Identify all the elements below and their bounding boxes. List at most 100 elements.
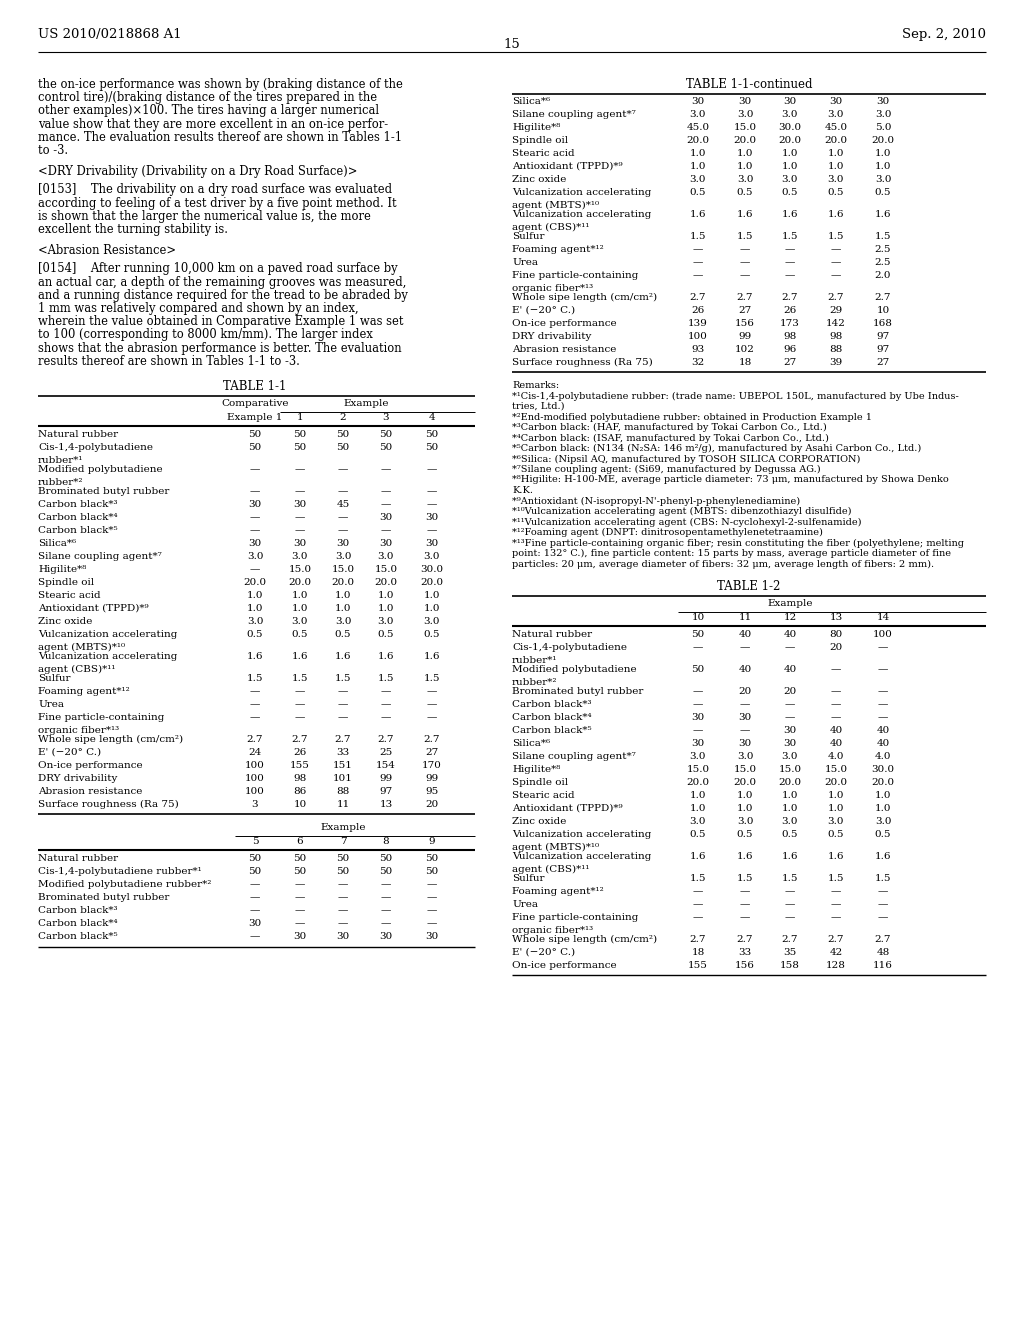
Text: —: —	[381, 686, 391, 696]
Text: 3.0: 3.0	[690, 817, 707, 826]
Text: —: —	[693, 257, 703, 267]
Text: 30: 30	[738, 96, 752, 106]
Text: Cis-1,4-polybutadiene: Cis-1,4-polybutadiene	[38, 444, 153, 451]
Text: 5.0: 5.0	[874, 123, 891, 132]
Text: 2.7: 2.7	[247, 735, 263, 744]
Text: 154: 154	[376, 762, 396, 770]
Text: 50: 50	[425, 854, 438, 863]
Text: 20.0: 20.0	[871, 136, 895, 145]
Text: 10: 10	[877, 306, 890, 315]
Text: 1.0: 1.0	[292, 605, 308, 612]
Text: 10: 10	[691, 612, 705, 622]
Text: rubber*¹: rubber*¹	[38, 455, 84, 465]
Text: Antioxidant (TPPD)*⁹: Antioxidant (TPPD)*⁹	[512, 162, 623, 172]
Text: 40: 40	[783, 665, 797, 675]
Text: 1.0: 1.0	[690, 162, 707, 172]
Text: 26: 26	[691, 306, 705, 315]
Text: 15.0: 15.0	[733, 766, 757, 774]
Text: 3.0: 3.0	[736, 817, 754, 826]
Text: 2.7: 2.7	[781, 935, 799, 944]
Text: 0.5: 0.5	[827, 830, 844, 840]
Text: —: —	[338, 487, 348, 496]
Text: rubber*¹: rubber*¹	[512, 656, 557, 665]
Text: Modified polybutadiene rubber*²: Modified polybutadiene rubber*²	[38, 880, 211, 888]
Text: Antioxidant (TPPD)*⁹: Antioxidant (TPPD)*⁹	[512, 804, 623, 813]
Text: 20: 20	[783, 686, 797, 696]
Text: Higilite*⁸: Higilite*⁸	[38, 565, 86, 574]
Text: 2.7: 2.7	[690, 293, 707, 302]
Text: 12: 12	[783, 612, 797, 622]
Text: Sep. 2, 2010: Sep. 2, 2010	[902, 28, 986, 41]
Text: TABLE 1-2: TABLE 1-2	[718, 579, 780, 593]
Text: Stearic acid: Stearic acid	[38, 591, 100, 601]
Text: 2.7: 2.7	[827, 935, 844, 944]
Text: 1.5: 1.5	[874, 232, 891, 242]
Text: —: —	[693, 726, 703, 735]
Text: 4.0: 4.0	[827, 752, 844, 762]
Text: 3.0: 3.0	[292, 616, 308, 626]
Text: 98: 98	[293, 774, 306, 783]
Text: 30: 30	[691, 739, 705, 748]
Text: 1.5: 1.5	[874, 874, 891, 883]
Text: 20.0: 20.0	[332, 578, 354, 587]
Text: tries, Ltd.): tries, Ltd.)	[512, 403, 564, 411]
Text: agent (CBS)*¹¹: agent (CBS)*¹¹	[38, 665, 116, 675]
Text: 0.5: 0.5	[736, 187, 754, 197]
Text: value show that they are more excellent in an on-ice perfor-: value show that they are more excellent …	[38, 117, 388, 131]
Text: —: —	[830, 700, 841, 709]
Text: —: —	[739, 700, 751, 709]
Text: to 100 (corresponding to 8000 km/mm). The larger index: to 100 (corresponding to 8000 km/mm). Th…	[38, 329, 373, 342]
Text: Fine particle-containing: Fine particle-containing	[512, 271, 638, 280]
Text: 1.6: 1.6	[827, 210, 844, 219]
Text: —: —	[427, 500, 437, 510]
Text: 95: 95	[425, 787, 438, 796]
Text: Brominated butyl rubber: Brominated butyl rubber	[38, 487, 169, 496]
Text: 3.0: 3.0	[827, 110, 844, 119]
Text: 1.0: 1.0	[247, 591, 263, 601]
Text: 100: 100	[245, 762, 265, 770]
Text: 155: 155	[688, 961, 708, 970]
Text: —: —	[295, 686, 305, 696]
Text: 20.0: 20.0	[375, 578, 397, 587]
Text: Modified polybutadiene: Modified polybutadiene	[512, 665, 637, 675]
Text: 30: 30	[783, 96, 797, 106]
Text: 15.0: 15.0	[332, 565, 354, 574]
Text: 1.0: 1.0	[781, 804, 799, 813]
Text: Zinc oxide: Zinc oxide	[38, 616, 92, 626]
Text: 9: 9	[429, 837, 435, 846]
Text: Surface roughness (Ra 75): Surface roughness (Ra 75)	[38, 800, 179, 809]
Text: —: —	[338, 465, 348, 474]
Text: Silane coupling agent*⁷: Silane coupling agent*⁷	[512, 110, 636, 119]
Text: Spindle oil: Spindle oil	[512, 136, 568, 145]
Text: Urea: Urea	[38, 700, 63, 709]
Text: Natural rubber: Natural rubber	[512, 630, 592, 639]
Text: agent (MBTS)*¹⁰: agent (MBTS)*¹⁰	[512, 201, 599, 210]
Text: —: —	[784, 257, 796, 267]
Text: 3.0: 3.0	[335, 552, 351, 561]
Text: rubber*²: rubber*²	[512, 678, 557, 686]
Text: 2.7: 2.7	[335, 735, 351, 744]
Text: Carbon black*⁴: Carbon black*⁴	[512, 713, 592, 722]
Text: 4.0: 4.0	[874, 752, 891, 762]
Text: 2.7: 2.7	[378, 735, 394, 744]
Text: —: —	[739, 271, 751, 280]
Text: 1.0: 1.0	[827, 804, 844, 813]
Text: 40: 40	[877, 726, 890, 735]
Text: 1.6: 1.6	[781, 851, 799, 861]
Text: 18: 18	[691, 948, 705, 957]
Text: Silane coupling agent*⁷: Silane coupling agent*⁷	[38, 552, 162, 561]
Text: 3.0: 3.0	[874, 176, 891, 183]
Text: Brominated butyl rubber: Brominated butyl rubber	[38, 894, 169, 902]
Text: Carbon black*⁵: Carbon black*⁵	[38, 525, 118, 535]
Text: 30: 30	[425, 513, 438, 521]
Text: *⁵Carbon black: (N134 (N₂SA: 146 m²/g), manufactured by Asahi Carbon Co., Ltd.): *⁵Carbon black: (N134 (N₂SA: 146 m²/g), …	[512, 444, 922, 453]
Text: 3.0: 3.0	[690, 752, 707, 762]
Text: 1.6: 1.6	[247, 652, 263, 661]
Text: 142: 142	[826, 319, 846, 327]
Text: —: —	[739, 246, 751, 253]
Text: 1.0: 1.0	[690, 149, 707, 158]
Text: E' (−20° C.): E' (−20° C.)	[38, 748, 101, 756]
Text: —: —	[878, 643, 888, 652]
Text: 0.5: 0.5	[378, 630, 394, 639]
Text: control tire)/(braking distance of the tires prepared in the: control tire)/(braking distance of the t…	[38, 91, 377, 104]
